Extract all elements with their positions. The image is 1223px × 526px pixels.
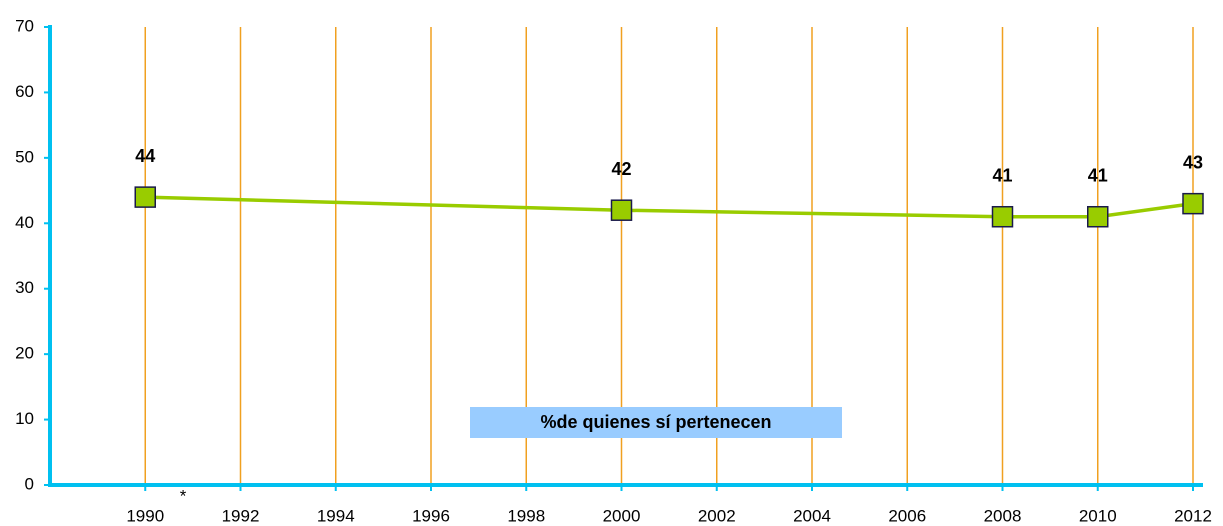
marker <box>1087 205 1109 228</box>
y-tick-label: 60 <box>15 82 34 101</box>
x-tick-label: 2002 <box>698 506 736 525</box>
y-tick-label: 10 <box>15 409 34 428</box>
x-tick-label: 1998 <box>507 506 545 525</box>
x-tick-label: 2006 <box>888 506 926 525</box>
x-tick-label: 2004 <box>793 506 831 525</box>
y-tick-label: 30 <box>15 278 34 297</box>
y-tick-label: 40 <box>15 213 34 232</box>
marker <box>134 186 156 208</box>
x-tick-label: 2008 <box>984 506 1022 525</box>
x-tick-label: 2010 <box>1079 506 1117 525</box>
data-label: 41 <box>1088 165 1108 185</box>
legend-label: %de quienes sí pertenecen <box>540 412 771 432</box>
y-tick-label: 0 <box>25 474 34 493</box>
x-tick-label: 2012 <box>1174 506 1212 525</box>
legend-box <box>470 407 842 438</box>
x-tick-label: 1990 <box>126 506 164 525</box>
marker <box>1182 192 1204 215</box>
data-label: 43 <box>1183 152 1203 172</box>
x-tick-label: 2000 <box>603 506 641 525</box>
y-tick-label: 50 <box>15 147 34 166</box>
data-label: 41 <box>992 165 1012 185</box>
x-tick-label: 1992 <box>222 506 260 525</box>
annotation: * <box>180 486 187 505</box>
data-label: 44 <box>135 146 155 166</box>
x-tick-label: 1994 <box>317 506 355 525</box>
marker <box>610 199 633 221</box>
data-line <box>145 195 1194 219</box>
y-tick-label: 20 <box>15 344 34 363</box>
y-tick-label: 70 <box>15 16 34 35</box>
data-label: 42 <box>611 159 631 179</box>
marker <box>991 205 1014 228</box>
x-tick-label: 1996 <box>412 506 450 525</box>
